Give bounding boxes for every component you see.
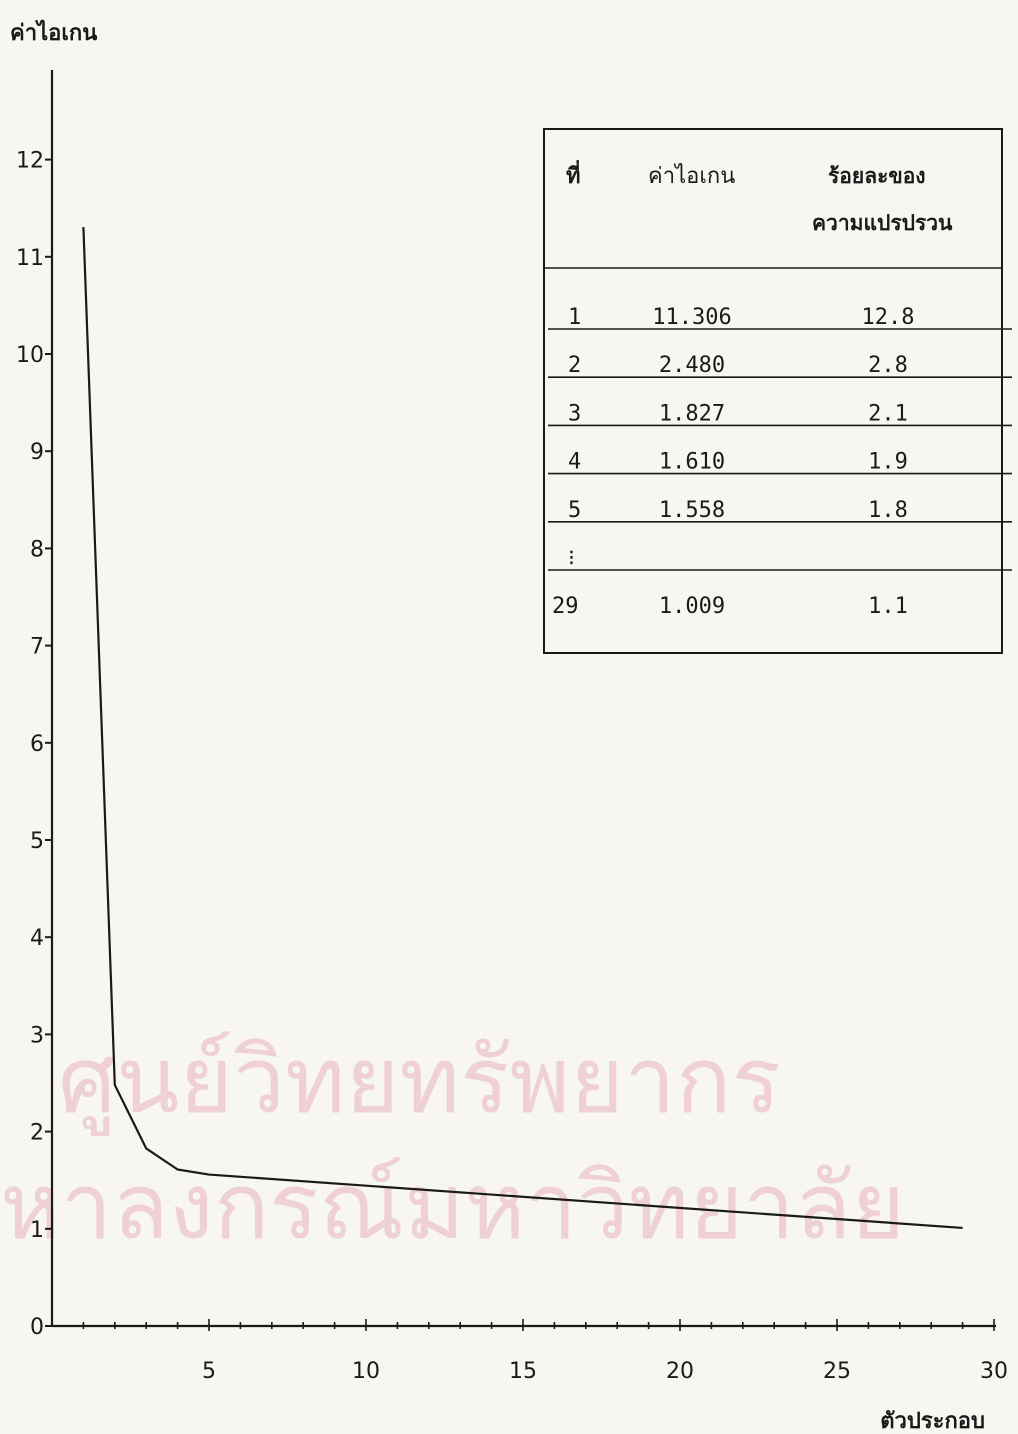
table-cell-no: 4: [568, 450, 581, 475]
y-tick-label: 2: [30, 1121, 44, 1146]
x-tick-label: 5: [202, 1359, 216, 1384]
x-tick-label: 10: [352, 1359, 380, 1384]
table-border: [543, 128, 1003, 654]
x-ticks: 5 10 15 20 25 30: [82, 1319, 1008, 1384]
y-tick-label: 6: [30, 732, 44, 757]
table-header-no: ที่: [566, 159, 581, 189]
eigenvalue-table: ที่ ค่าไอเกน ร้อยละของ ความแปรปรวน 1 11.3…: [543, 128, 1012, 654]
table-cell-eigenvalue: 11.306: [652, 305, 731, 330]
table-header-variance: ความแปรปรวน: [812, 211, 953, 235]
y-tick-label: 4: [30, 926, 44, 951]
table-cell-no: 2: [568, 353, 581, 378]
x-axis-label: ตัวประกอบ: [880, 1409, 985, 1434]
y-tick-label: 0: [30, 1315, 44, 1340]
y-tick-label: 1: [30, 1218, 44, 1243]
table-rows: 1 11.306 12.8 2 2.480 2.8 3 1.827 2.1 4 1.610 1.9 5 1…: [548, 305, 1012, 619]
x-tick-label: 25: [823, 1359, 851, 1384]
x-tick-label: 30: [980, 1359, 1008, 1384]
table-cell-percent: 2.1: [868, 401, 908, 426]
table-cell-percent: 2.8: [868, 353, 908, 378]
table-cell-eigenvalue: 2.480: [659, 353, 725, 378]
series-line: [82, 227, 963, 1230]
y-tick-label: 8: [30, 537, 44, 562]
table-cell-percent: 1.8: [868, 498, 908, 523]
table-cell-eigenvalue: 1.610: [659, 450, 725, 475]
table-cell-percent: 1.9: [868, 450, 908, 475]
watermark-line-2: หาลงกรณ์มหาวิทยาลัย: [0, 1153, 905, 1260]
table-cell-no: 1: [568, 305, 581, 330]
watermark-line-1: ศูนย์วิทยทรัพยากร: [58, 1027, 781, 1136]
y-tick-label: 11: [16, 246, 44, 271]
y-tick-label: 5: [30, 829, 44, 854]
y-tick-label: 12: [16, 149, 44, 174]
table-cell-no: 3: [568, 401, 581, 426]
y-tick-label: 3: [30, 1023, 44, 1048]
table-cell-eigenvalue: 1.827: [659, 401, 725, 426]
y-tick-label: 7: [30, 635, 44, 660]
table-cell-eigenvalue: 1.558: [659, 498, 725, 523]
table-header-eigenvalue: ค่าไอเกน: [648, 163, 735, 189]
table-cell-percent: 1.1: [868, 594, 908, 619]
y-axis-label: ค่าไอเกน: [10, 19, 97, 46]
table-cell-percent: 12.8: [862, 305, 915, 330]
table-cell-no: 5: [568, 498, 581, 523]
table-cell-no: ⁝: [568, 546, 575, 571]
table-header-percent: ร้อยละของ: [828, 164, 926, 188]
series-group: [82, 227, 963, 1230]
x-tick-label: 15: [509, 1359, 537, 1384]
y-tick-label: 9: [30, 440, 44, 465]
x-tick-label: 20: [666, 1359, 694, 1384]
table-cell-no: 29: [552, 594, 579, 619]
table-cell-eigenvalue: 1.009: [659, 594, 725, 619]
y-tick-label: 10: [16, 343, 44, 368]
